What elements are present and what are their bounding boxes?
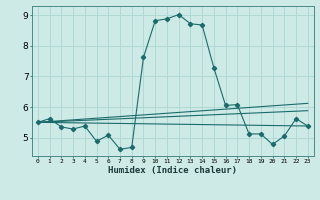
X-axis label: Humidex (Indice chaleur): Humidex (Indice chaleur) xyxy=(108,166,237,175)
